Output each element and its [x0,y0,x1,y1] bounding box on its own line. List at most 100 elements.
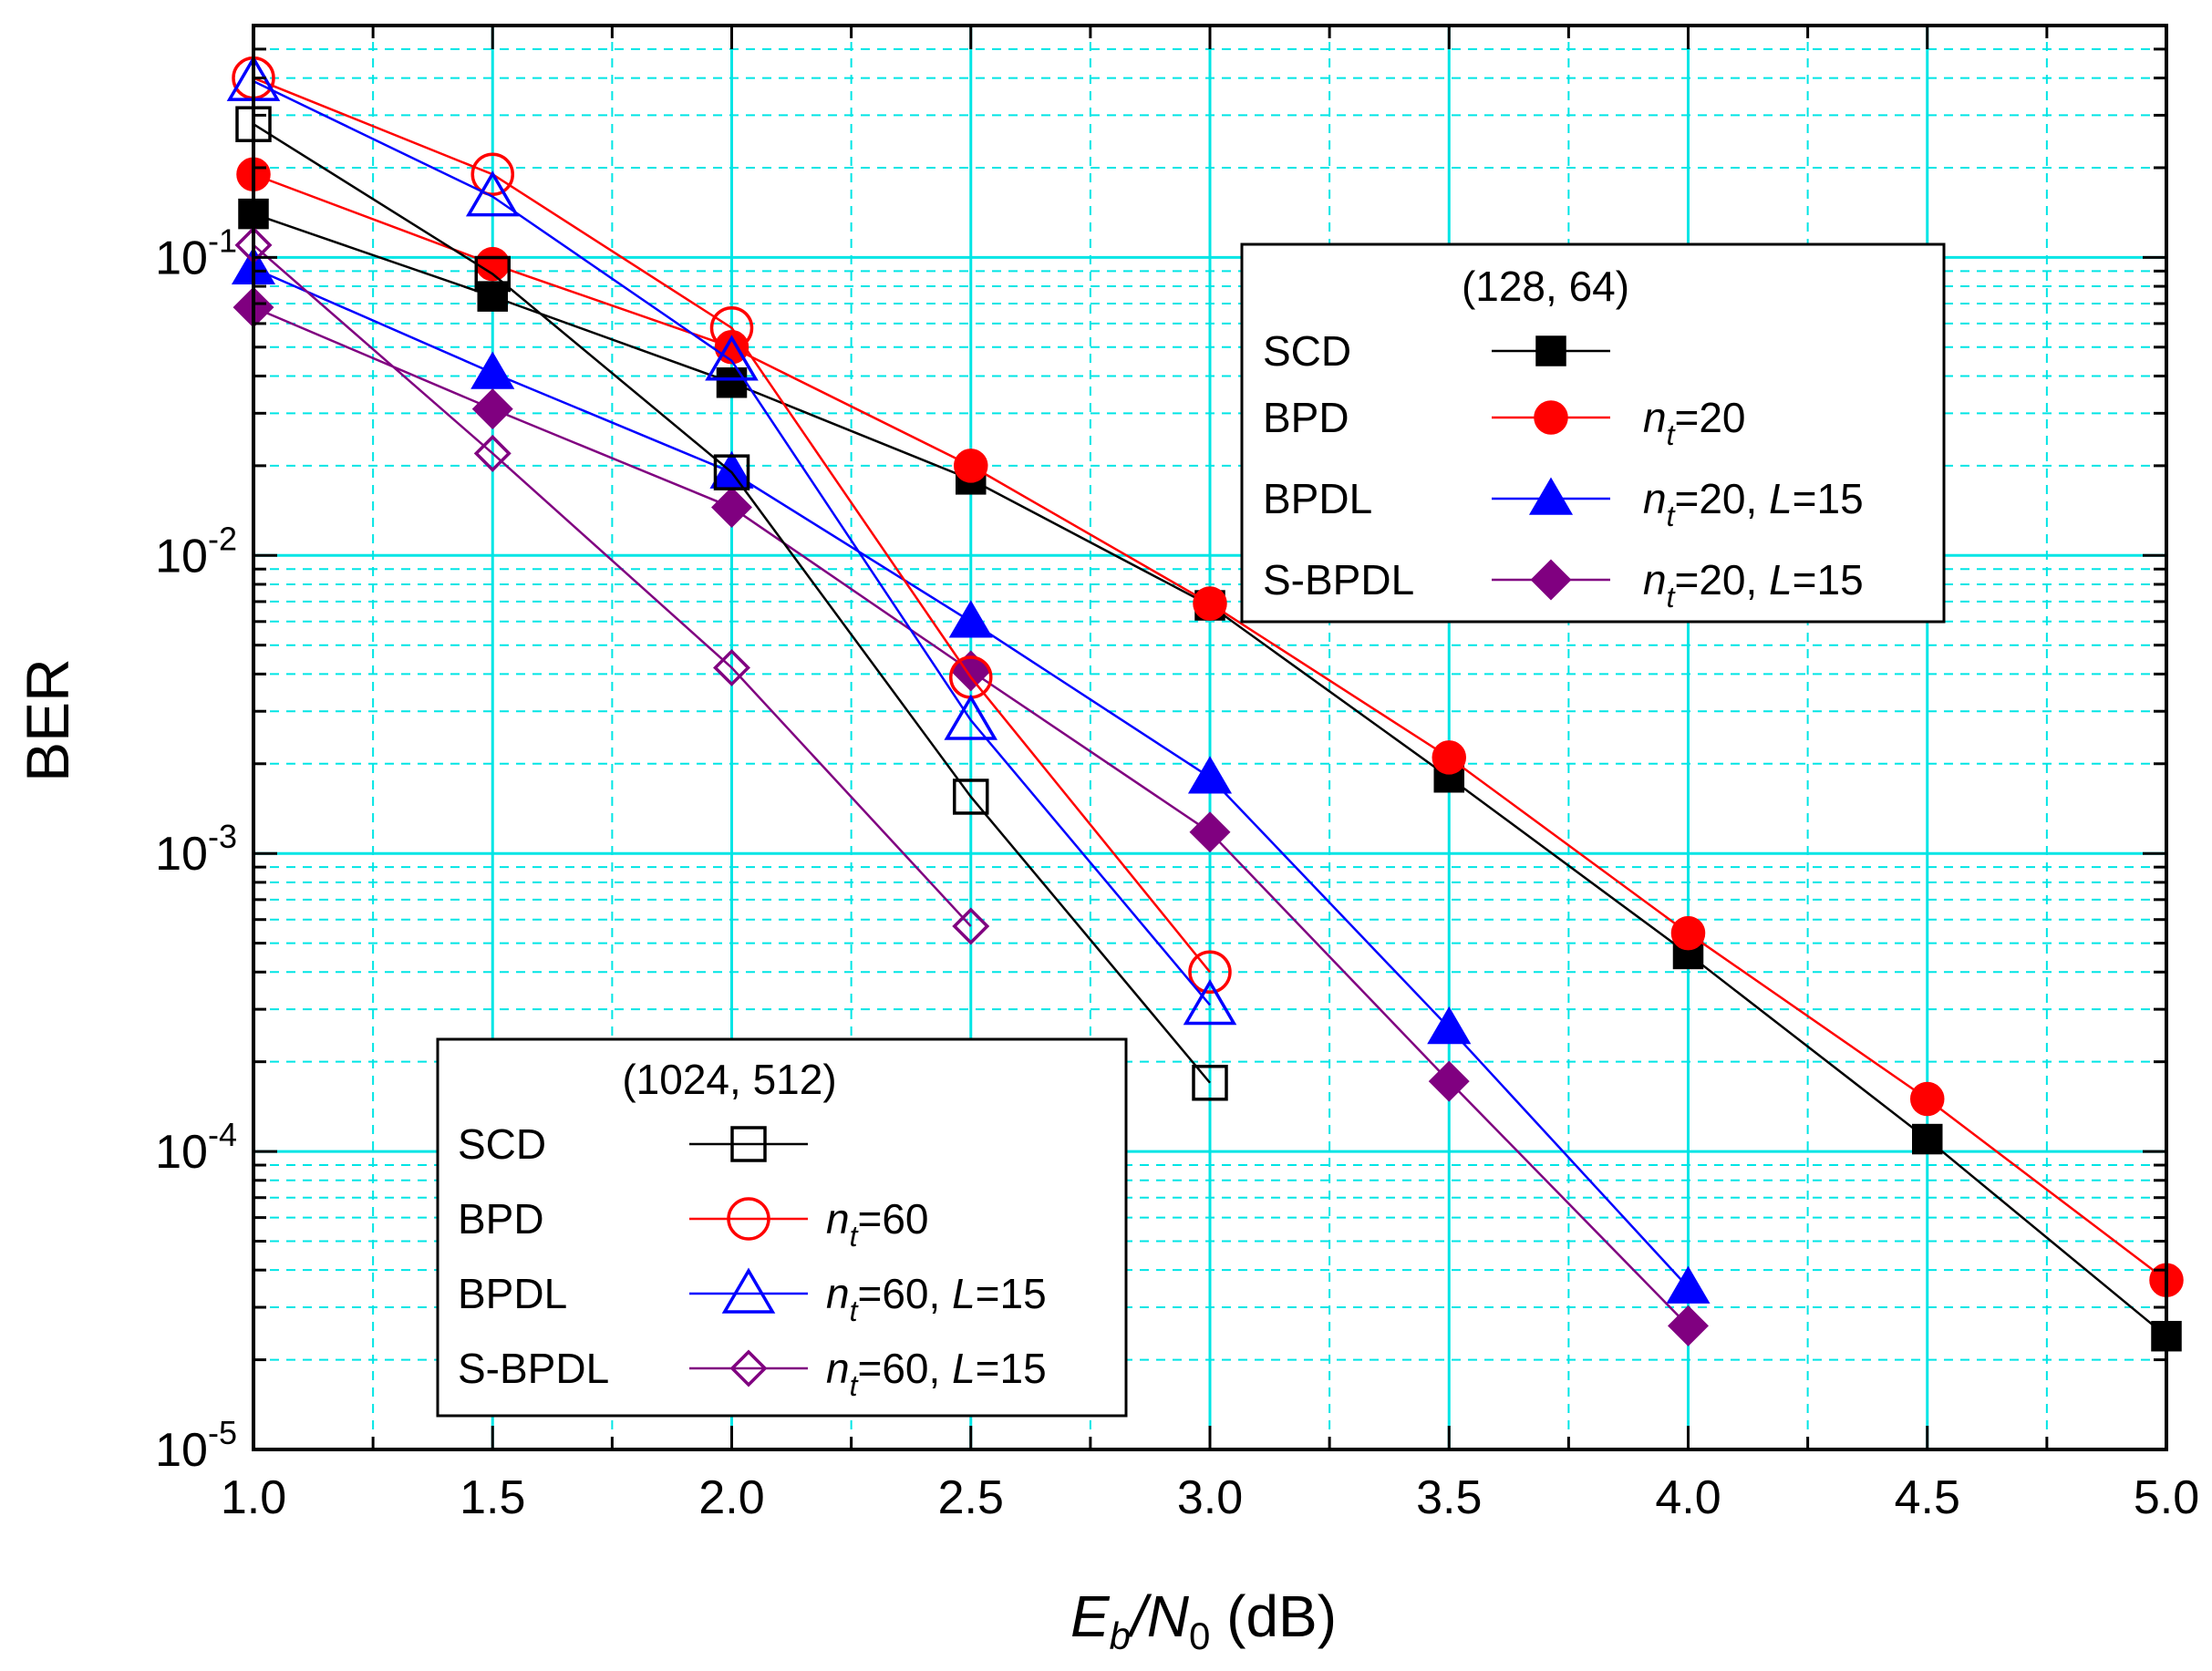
legend-title: (128, 64) [1462,263,1629,310]
x-axis-title-subscript-0: 0 [1189,1614,1210,1657]
legend-parameter: nt=60 [826,1195,929,1253]
legend-parameter-subscript: t [850,1369,859,1402]
legend-label: BPD [458,1195,544,1243]
series-line-bpdl-1024 [253,80,1211,1006]
legend-parameter: nt=60, L=15 [826,1270,1047,1327]
data-point-bpd-128 [1910,1081,1945,1117]
legend-marker [730,1126,767,1162]
legend-parameter-part: =60, [857,1345,952,1392]
data-point-bpd-128 [1432,740,1466,775]
data-point-sbpdl-1024 [713,648,750,686]
data-point-scd-128 [1912,1123,1943,1155]
x-tick-label: 1.0 [221,1471,286,1524]
data-point-scd-1024 [713,454,750,490]
series-sbpdl-1024 [234,226,990,945]
legend-marker [1528,477,1574,515]
legend-label: S-BPDL [1263,556,1414,603]
series-line-bpd-1024 [253,77,1211,974]
legend-parameter-part: n [1643,556,1667,603]
data-point-bpd-128 [1670,915,1706,951]
data-point-bpdl-128 [1427,1006,1472,1045]
data-point-bpdl-1024 [705,335,759,381]
legend-parameter: nt=20, L=15 [1643,556,1864,614]
y-tick-label: 10-3 [155,818,237,881]
y-tick-base: 10 [155,530,208,583]
legend-parameter-part: =15 [1793,475,1864,522]
legend-box [1240,242,1946,624]
y-tick-exponent: -3 [208,818,237,855]
legend-parameter-part: n [826,1345,850,1392]
y-tick-label: 10-5 [155,1414,237,1477]
y-tick-labels: 10-110-210-310-410-5 [155,222,237,1477]
legend-label: S-BPDL [458,1345,609,1392]
data-point-scd-1024 [953,779,989,815]
data-point-bpdl-128 [1666,1265,1711,1304]
data-point-sbpdl-1024 [952,907,990,945]
x-tick-label: 4.0 [1655,1471,1721,1524]
y-tick-exponent: -5 [208,1414,237,1451]
legend-parameter: nt=20, L=15 [1643,475,1864,532]
legend-label: SCD [1263,327,1351,375]
series-line-sbpdl-1024 [253,243,972,927]
data-point-scd-1024 [1192,1065,1228,1101]
legend-parameter-part: L [952,1270,976,1317]
data-point-bpdl-128 [948,600,993,638]
legend-parameter-part: =20, [1674,475,1769,522]
data-point-sbpdl-128 [1189,811,1231,853]
data-point-bpdl-128 [1187,756,1233,794]
x-tick-label: 2.0 [698,1471,764,1524]
data-point-bpdl-1024 [465,170,520,217]
legend-parameter-part: =15 [976,1345,1047,1392]
y-tick-label: 10-1 [155,222,237,284]
x-tick-label: 2.5 [938,1471,1004,1524]
y-tick-exponent: -2 [208,520,237,557]
data-point-scd-128 [477,281,508,312]
legend-label: SCD [458,1120,546,1168]
y-tick-base: 10 [155,232,208,284]
legend-parameter-part: L [952,1345,976,1392]
data-point-bpd-1024 [470,152,514,197]
legend-box [436,1037,1128,1418]
legend-marker [729,1349,768,1387]
legend-marker [1530,559,1572,601]
x-tick-label: 5.0 [2134,1471,2199,1524]
y-tick-base: 10 [155,1424,208,1477]
data-point-bpd-1024 [709,305,754,350]
legend-parameter-part: =15 [976,1270,1047,1317]
data-point-sbpdl-128 [1668,1305,1709,1346]
legend-parameter-part: L [1769,475,1793,522]
data-point-bpdl-1024 [1183,978,1237,1026]
legend-parameter-subscript: t [1667,500,1676,532]
y-tick-label: 10-2 [155,520,237,583]
legend-parameter-part: n [826,1270,850,1317]
data-point-bpd-128 [954,449,988,483]
legend-label: BPD [1263,394,1349,441]
legend-marker [727,1197,770,1241]
x-tick-labels: 1.0 1.5 2.0 2.5 3.0 3.5 4.0 4.5 5.0 [221,1471,2199,1524]
legend-parameter-part: L [1769,556,1793,603]
x-axis-title-E: E [1070,1583,1111,1649]
legend-parameter-part: n [826,1195,850,1243]
legend-parameter-part: =20 [1674,394,1745,441]
y-tick-base: 10 [155,1126,208,1179]
data-point-bpd-1024 [1188,950,1232,995]
axis-ticks [252,26,2168,1451]
y-tick-base: 10 [155,828,208,881]
legend-parameter-part: =60 [857,1195,928,1243]
data-point-sbpdl-128 [711,487,752,529]
data-point-sbpdl-128 [950,650,992,692]
y-tick-exponent: -1 [208,222,237,259]
legend-parameter-part: =60, [857,1270,952,1317]
x-axis-title: Eb/N0 (dB) [1070,1583,1337,1657]
legend-parameter: nt=60, L=15 [826,1345,1047,1402]
data-point-scd-128 [716,367,748,398]
legend-parameter-part: =15 [1793,556,1864,603]
legend-label: BPDL [1263,475,1372,522]
series-bpd-1024 [232,56,1232,995]
legend-title: (1024, 512) [622,1056,836,1103]
data-point-sbpdl-1024 [473,434,512,472]
x-tick-label: 4.5 [1895,1471,1960,1524]
